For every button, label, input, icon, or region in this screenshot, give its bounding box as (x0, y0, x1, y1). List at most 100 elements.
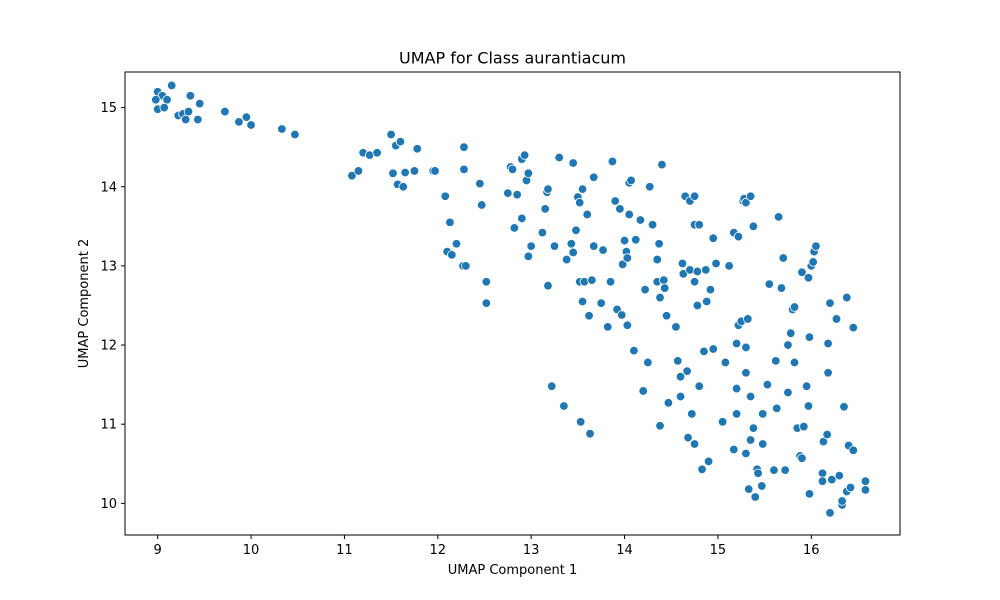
scatter-point (741, 197, 751, 208)
y-tick-label: 13 (100, 259, 117, 274)
scatter-point (159, 102, 169, 113)
x-axis-label: UMAP Component 1 (448, 563, 577, 578)
scatter-point (697, 464, 707, 475)
scatter-point (220, 106, 230, 117)
x-tick-label: 14 (616, 543, 633, 558)
scatter-point (519, 150, 530, 160)
scatter-point (481, 277, 492, 287)
scatter-point (622, 320, 633, 330)
scatter-point (615, 204, 625, 214)
scatter-point (705, 284, 716, 295)
scatter-point (622, 253, 633, 263)
scatter-point (702, 296, 712, 307)
scatter-point (571, 225, 581, 235)
scatter-point (808, 257, 818, 267)
scatter-point (543, 280, 553, 291)
scatter-point (789, 357, 800, 368)
y-tick-label: 12 (100, 339, 117, 354)
scatter-point (566, 239, 577, 249)
scatter-point (748, 221, 759, 232)
scatter-point (526, 241, 536, 251)
scatter-point (741, 368, 751, 378)
scatter-point (827, 474, 837, 485)
y-axis-label: UMAP Component 2 (77, 239, 92, 368)
scatter-point (671, 322, 681, 332)
scatter-point (507, 164, 518, 175)
scatter-point (549, 241, 560, 251)
scatter-point (353, 166, 364, 176)
scatter-point (683, 432, 693, 443)
scatter-point (631, 235, 641, 245)
scatter-point (682, 366, 692, 376)
scatter-point (647, 220, 658, 230)
scatter-point (724, 261, 734, 271)
scatter-point (758, 439, 768, 449)
scatter-point (655, 292, 665, 303)
scatter-point (503, 188, 513, 198)
scatter-point (568, 247, 578, 258)
scatter-point (799, 421, 809, 432)
scatter-point (183, 106, 194, 117)
scatter-point (290, 129, 300, 140)
scatter-point (398, 182, 408, 192)
scatter-point (842, 292, 852, 303)
scatter-point (388, 168, 398, 179)
scatter-point (817, 476, 828, 486)
scatter-point (825, 508, 835, 518)
scatter-point (831, 314, 842, 324)
scatter-point (845, 482, 856, 493)
scatter-point (559, 401, 569, 411)
scatter-point (771, 356, 781, 366)
scatter-point (839, 402, 849, 412)
scatter-point (412, 144, 422, 154)
x-tick-label: 9 (154, 543, 162, 558)
scatter-point (445, 217, 455, 228)
scatter-point (764, 279, 774, 289)
scatter-point (789, 302, 800, 312)
scatter-point (803, 273, 814, 283)
scatter-point (657, 159, 667, 170)
scatter-point (400, 167, 410, 178)
scatter-point (804, 332, 815, 342)
scatter-point (607, 156, 618, 167)
scatter-point (447, 250, 457, 260)
scatter-point (703, 456, 714, 467)
scatter-point (694, 220, 704, 230)
scatter-point (834, 470, 845, 481)
scatter-point (748, 423, 759, 433)
x-tick-label: 11 (336, 543, 353, 558)
scatter-point (786, 328, 796, 338)
scatter-point (717, 417, 728, 427)
scatter-point (811, 241, 821, 251)
scatter-point (624, 209, 634, 220)
scatter-point (741, 448, 751, 459)
scatter-point (758, 409, 768, 419)
scatter-point (584, 311, 594, 321)
scatter-point (635, 215, 646, 225)
scatter-point (654, 239, 664, 249)
scatter-point (783, 340, 793, 350)
plot-area (124, 71, 901, 536)
scatter-point (776, 283, 787, 293)
scatter-point (610, 196, 620, 206)
scatter-point (523, 168, 534, 179)
scatter-point (801, 381, 812, 391)
scatter-point (778, 253, 788, 263)
scatter-point (743, 314, 753, 324)
scatter-point (753, 468, 763, 478)
scatter-point (687, 409, 697, 419)
scatter-point (277, 124, 287, 134)
scatter-point (652, 254, 662, 265)
scatter-point (166, 80, 177, 91)
scatter-point (589, 241, 599, 251)
scatter-point (689, 191, 700, 201)
scatter-point (617, 259, 628, 270)
scatter-point (797, 267, 807, 277)
scatter-point (661, 311, 672, 321)
scatter-point (475, 178, 485, 189)
scatter-point (711, 258, 721, 269)
scatter-point (708, 344, 718, 354)
scatter-point (246, 120, 256, 130)
scatter-point (540, 204, 550, 214)
scatter-point (643, 357, 653, 368)
